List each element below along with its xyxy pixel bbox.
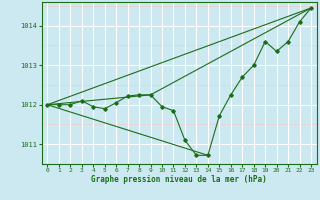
X-axis label: Graphe pression niveau de la mer (hPa): Graphe pression niveau de la mer (hPa)	[91, 175, 267, 184]
